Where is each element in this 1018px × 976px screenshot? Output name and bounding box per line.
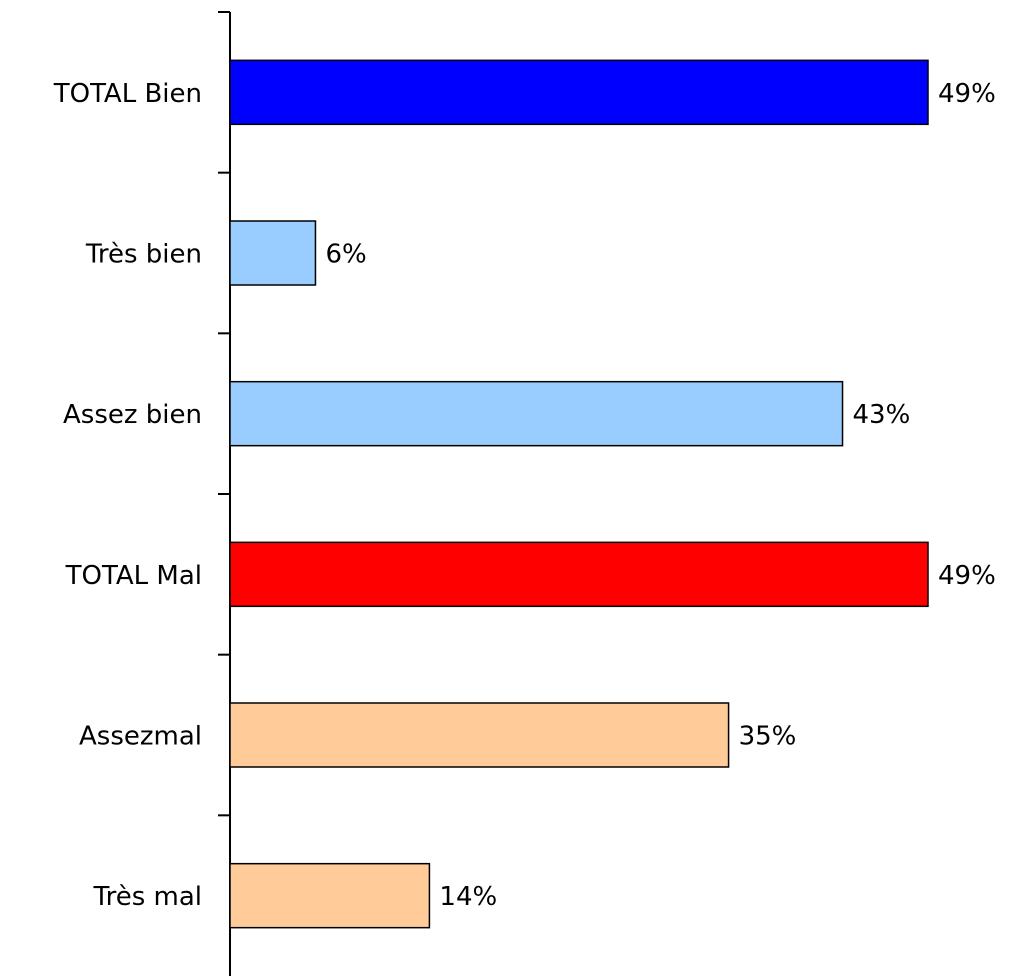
category-label: Très mal	[93, 882, 202, 912]
value-label: 35%	[739, 722, 797, 752]
value-label: 43%	[853, 400, 911, 430]
value-label: 49%	[938, 79, 996, 109]
bar	[229, 541, 929, 608]
category-label: Très bien	[85, 240, 202, 270]
category-label: Assez bien	[63, 400, 202, 430]
bar	[229, 702, 730, 768]
value-label: 14%	[439, 882, 497, 912]
category-label: Assezmal	[79, 722, 202, 752]
bar	[229, 59, 929, 126]
value-label: 49%	[938, 561, 996, 591]
bar	[229, 220, 317, 286]
bar	[229, 380, 844, 447]
bar	[229, 862, 431, 929]
value-label: 6%	[325, 240, 366, 270]
category-label: TOTAL Mal	[65, 561, 202, 591]
category-label: TOTAL Bien	[53, 79, 202, 109]
